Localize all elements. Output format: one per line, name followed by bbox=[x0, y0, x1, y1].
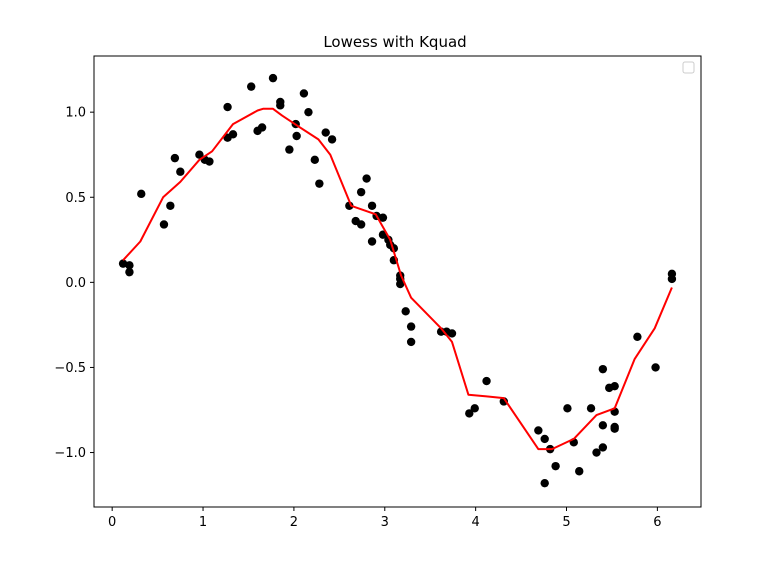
scatter-point bbox=[470, 404, 479, 413]
x-tick-label: 1 bbox=[199, 515, 207, 530]
scatter-point bbox=[257, 123, 267, 132]
scatter-point bbox=[667, 269, 677, 279]
x-tick-label: 0 bbox=[108, 515, 116, 530]
scatter-point bbox=[598, 443, 608, 452]
scatter-point bbox=[118, 259, 128, 268]
scatter-point bbox=[447, 329, 457, 338]
scatter-point bbox=[228, 130, 238, 139]
scatter-point bbox=[534, 426, 543, 435]
scatter-point bbox=[292, 131, 301, 141]
scatter-point bbox=[592, 448, 601, 457]
scatter-point bbox=[327, 135, 337, 144]
y-tick-label: −1.0 bbox=[54, 446, 86, 461]
scatter-point bbox=[137, 189, 146, 199]
scatter-point bbox=[195, 150, 204, 159]
scatter-point bbox=[285, 145, 294, 154]
scatter-point bbox=[125, 267, 134, 277]
scatter-point bbox=[575, 467, 584, 476]
scatter-point bbox=[247, 82, 256, 91]
x-tick-label: 6 bbox=[653, 515, 661, 530]
scatter-point bbox=[159, 220, 169, 229]
y-tick-label: −0.5 bbox=[54, 361, 86, 376]
scatter-point bbox=[540, 434, 549, 444]
axis-ticks: 0 1 2 3 4 5 6 −1.0 −0.5 0.0 0.5 1.0 bbox=[54, 106, 661, 530]
x-tick-label: 5 bbox=[562, 515, 570, 530]
y-tick-label: 0.5 bbox=[65, 191, 86, 206]
scatter-point bbox=[321, 128, 330, 137]
scatter-point bbox=[304, 107, 313, 117]
scatter-point bbox=[268, 73, 278, 83]
scatter-point bbox=[276, 101, 285, 110]
scatter-point bbox=[540, 478, 549, 488]
x-tick-label: 4 bbox=[472, 515, 480, 530]
plot-frame bbox=[93, 55, 702, 508]
scatter-point bbox=[406, 337, 416, 347]
scatter-point bbox=[299, 89, 309, 98]
scatter-point bbox=[465, 409, 474, 418]
scatter-point bbox=[378, 213, 388, 222]
scatter-point bbox=[598, 421, 608, 430]
scatter-point bbox=[406, 322, 416, 331]
scatter-point bbox=[310, 155, 320, 165]
scatter-point bbox=[633, 332, 642, 342]
scatter-point bbox=[176, 167, 185, 176]
scatter-point bbox=[125, 261, 134, 270]
chart-title: Lowess with Kquad bbox=[323, 33, 466, 51]
lowess-line bbox=[122, 107, 673, 451]
scatter-point bbox=[651, 363, 660, 372]
scatter-point bbox=[610, 424, 619, 433]
scatter-point bbox=[586, 404, 596, 413]
y-tick-label: 1.0 bbox=[65, 106, 86, 121]
scatter-point bbox=[170, 153, 180, 163]
scatter-point bbox=[356, 220, 366, 229]
scatter-point bbox=[401, 307, 410, 316]
scatter-point bbox=[356, 187, 366, 197]
scatter-point bbox=[205, 157, 214, 166]
scatter-point bbox=[166, 201, 175, 210]
scatter-point bbox=[551, 461, 560, 471]
y-tick-label: 0.0 bbox=[65, 276, 86, 291]
scatter-point bbox=[396, 279, 405, 289]
scatter-point bbox=[362, 174, 371, 183]
chart-marks bbox=[118, 73, 677, 488]
scatter-point bbox=[345, 201, 354, 210]
scatter-point bbox=[598, 364, 608, 374]
scatter-point bbox=[223, 102, 232, 112]
x-tick-label: 2 bbox=[290, 515, 298, 530]
scatter-point bbox=[367, 201, 377, 210]
scatter-point bbox=[499, 397, 509, 406]
x-tick-label: 3 bbox=[381, 515, 389, 530]
scatter-point bbox=[610, 381, 619, 391]
scatter-point bbox=[315, 179, 324, 188]
scatter-point bbox=[367, 237, 377, 246]
scatter-point bbox=[563, 404, 572, 413]
scatter-point bbox=[482, 376, 491, 386]
legend-box bbox=[682, 61, 695, 74]
